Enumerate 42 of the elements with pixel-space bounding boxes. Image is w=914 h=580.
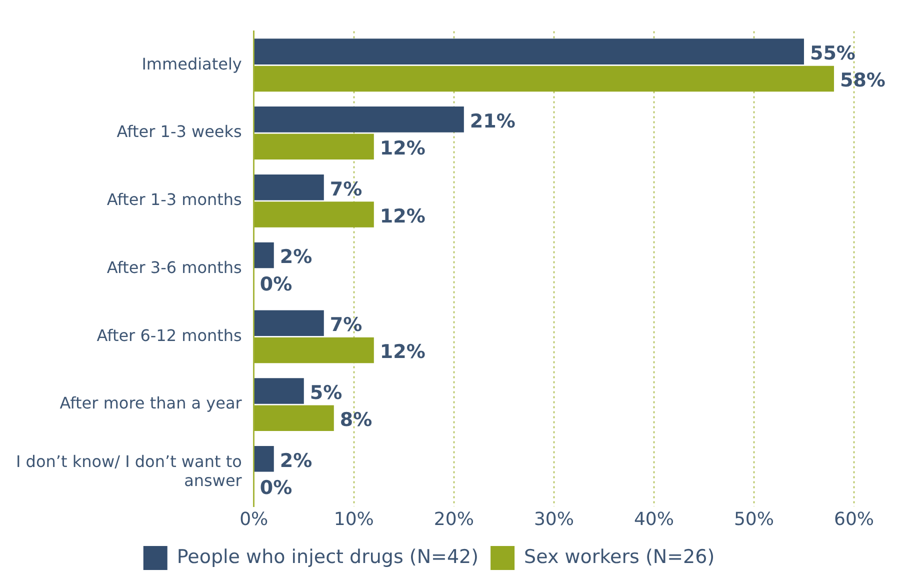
legend-label: People who inject drugs (N=42) (176, 546, 479, 568)
bar (254, 66, 834, 92)
x-tick-label: 10% (334, 508, 374, 530)
data-label: 8% (340, 409, 372, 432)
y-tick-label: After 1-3 weeks (116, 122, 242, 142)
data-label: 2% (280, 246, 312, 268)
bar (254, 446, 274, 472)
x-tick-label: 50% (734, 508, 774, 530)
data-label: 7% (330, 314, 362, 336)
bar (254, 134, 374, 160)
bar (254, 242, 274, 268)
data-label: 5% (310, 382, 342, 404)
bar (254, 378, 304, 404)
y-tick-label: I don’t know/ I don’t want to answer (16, 452, 242, 490)
bar (254, 337, 374, 364)
x-tick-label: 0% (240, 508, 268, 530)
x-tick-label: 30% (534, 508, 574, 530)
bar (254, 405, 334, 432)
data-label: 12% (380, 205, 426, 228)
data-label: 2% (280, 450, 312, 472)
data-label: 58% (840, 70, 886, 92)
x-tick-label: 60% (834, 508, 874, 530)
y-tick-label: After 3-6 months (106, 258, 242, 277)
bar (254, 174, 324, 200)
y-tick-label: After 1-3 months (106, 190, 242, 210)
bar (254, 202, 374, 228)
bar (254, 38, 804, 64)
legend-label: Sex workers (N=26) (524, 546, 715, 568)
data-label: 55% (810, 42, 856, 65)
bar (254, 310, 324, 336)
y-tick-label: After 6-12 months (96, 326, 242, 345)
data-label: 0% (260, 273, 292, 296)
x-tick-label: 20% (434, 508, 474, 530)
bar (254, 106, 464, 132)
y-tick-label: After more than a year (60, 394, 242, 413)
data-label: 21% (470, 110, 516, 132)
data-label: 12% (380, 138, 426, 160)
x-tick-label: 40% (634, 508, 674, 530)
data-label: 12% (380, 341, 426, 364)
data-label: 7% (330, 178, 362, 200)
data-label: 0% (260, 476, 292, 499)
y-tick-label: Immediately (142, 54, 242, 74)
